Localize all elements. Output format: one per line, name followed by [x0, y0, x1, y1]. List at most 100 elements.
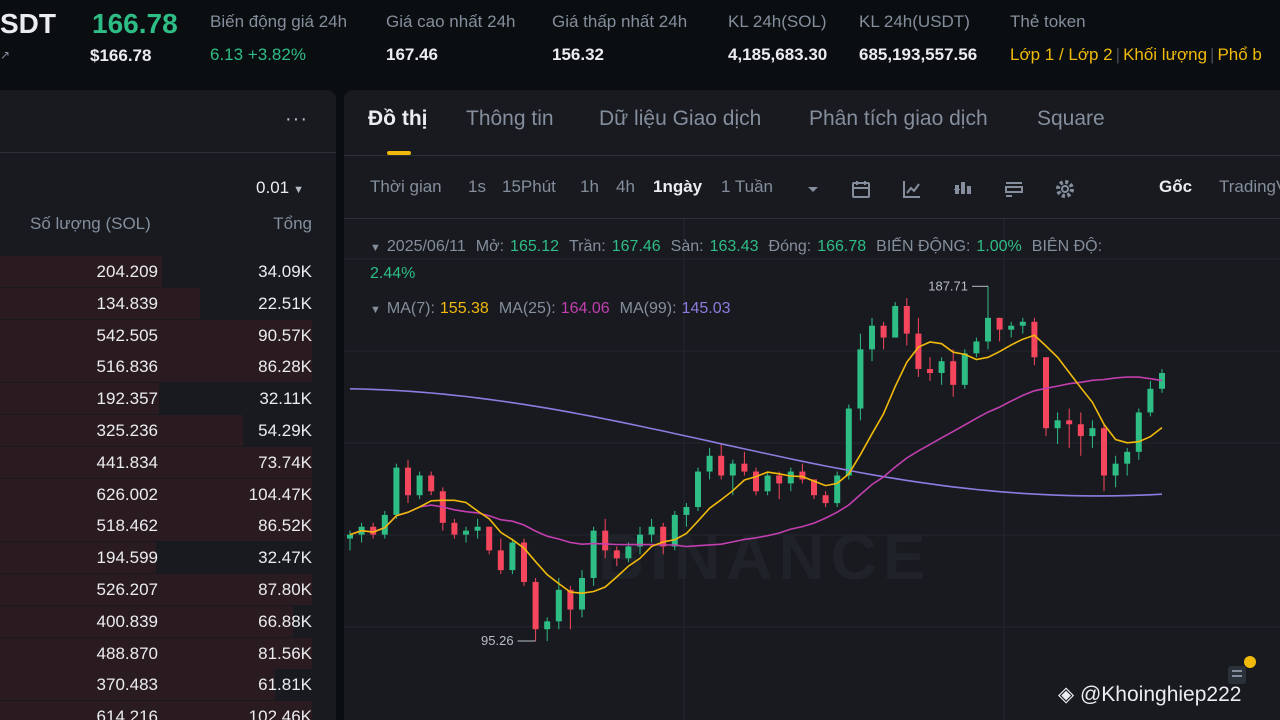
candle-body — [915, 333, 922, 370]
precision-value: 0.01 — [256, 178, 290, 197]
token-tags: Thẻ token Lớp 1 / Lớp 2 | Khối lượng | Phổ b — [1010, 12, 1262, 64]
tag-layer[interactable]: Lớp 1 / Lớp 2 — [1010, 45, 1113, 64]
tag-volume[interactable]: Khối lượng — [1123, 45, 1208, 64]
candle — [1159, 369, 1165, 393]
tab-square[interactable]: Square — [1037, 107, 1105, 130]
ma99-label: MA(99): — [619, 300, 677, 317]
symbol-name[interactable]: SDT — [0, 8, 56, 39]
tab-trade-analysis[interactable]: Phân tích giao dịch — [809, 107, 988, 130]
ask-total: 73.74K — [258, 452, 312, 472]
view-original[interactable]: Gốc — [1159, 177, 1193, 196]
candle-body — [1101, 428, 1107, 476]
ohlc-open: 165.12 — [510, 238, 559, 255]
ma25-line — [349, 376, 1163, 548]
candle-type-icon[interactable] — [952, 178, 974, 200]
depth-bar — [0, 542, 156, 574]
candle-body — [1031, 321, 1038, 358]
candlestick-chart[interactable]: 187.71 95.26 — [344, 219, 1280, 720]
diamond-icon: ◈ — [1058, 683, 1080, 706]
candle — [1147, 380, 1154, 417]
order-book-row[interactable]: 441.834 73.74K — [0, 446, 336, 479]
candle — [1101, 424, 1107, 492]
candle-body — [1043, 357, 1049, 429]
ask-total: 104.47K — [248, 484, 312, 504]
more-options-icon[interactable]: ··· — [285, 108, 308, 130]
candle-body — [729, 463, 736, 476]
depth-bar — [0, 637, 312, 669]
indicator-icon[interactable] — [901, 178, 923, 200]
order-book-row[interactable]: 526.207 87.80K — [0, 573, 336, 606]
ohlc-close-label: Đóng: — [768, 238, 812, 255]
calendar-icon[interactable] — [850, 178, 872, 200]
candle-body — [985, 317, 991, 342]
candle — [509, 538, 516, 575]
ohlc-low-label: Sàn: — [670, 238, 704, 255]
chevron-down-icon: ▼ — [293, 184, 304, 196]
candle-body — [451, 522, 458, 535]
ohlc-date: 2025/06/11 — [386, 238, 466, 255]
candle — [695, 467, 701, 511]
view-tradingview[interactable]: TradingV — [1219, 177, 1280, 196]
order-book-row[interactable]: 488.870 81.56K — [0, 637, 336, 670]
stat-24h-high: Giá cao nhất 24h 167.46 — [386, 12, 515, 65]
interval-1w[interactable]: 1 Tuần — [721, 177, 773, 196]
precision-select[interactable]: 0.01 ▼ — [256, 178, 304, 198]
ask-total: 32.11K — [259, 389, 312, 409]
candle — [706, 447, 713, 480]
interval-15m[interactable]: 15Phút — [502, 177, 556, 196]
order-book-row[interactable]: 194.599 32.47K — [0, 542, 336, 574]
settings-icon[interactable] — [1054, 178, 1076, 200]
order-book-row[interactable]: 614.216 102.46K — [0, 701, 336, 720]
interval-1h[interactable]: 1h — [580, 177, 599, 196]
order-book-row[interactable]: 204.209 34.09K — [0, 256, 336, 288]
candle — [903, 298, 910, 346]
tab-trading-data[interactable]: Dữ liệu Giao dịch — [599, 107, 762, 130]
tag-more[interactable]: Phổ b — [1217, 45, 1262, 64]
symbol-link-icon[interactable]: ↗ — [0, 48, 11, 62]
candle-body — [741, 463, 748, 472]
order-book-row[interactable]: 542.505 90.57K — [0, 319, 336, 352]
candle-body — [463, 530, 469, 535]
candle-body — [474, 526, 481, 531]
stat-value: 167.46 — [386, 45, 438, 64]
order-book-row[interactable]: 325.236 54.29K — [0, 414, 336, 447]
collapse-chevron-icon[interactable]: ▼ — [370, 304, 381, 316]
ohlc-amplitude-label: BIÊN ĐỘ: — [1031, 238, 1103, 255]
interval-1d[interactable]: 1ngày — [653, 177, 703, 196]
layout-icon[interactable] — [1003, 178, 1025, 200]
order-book-row[interactable]: 626.002 104.47K — [0, 478, 336, 511]
order-book-row[interactable]: 518.462 86.52K — [0, 510, 336, 542]
dropdown-caret-icon[interactable] — [802, 178, 824, 200]
candle — [834, 471, 841, 508]
interval-1s[interactable]: 1s — [468, 177, 486, 196]
candle — [1077, 412, 1084, 456]
candle-body — [590, 530, 597, 578]
candle — [532, 577, 539, 642]
candle-body — [1089, 428, 1096, 437]
candle — [1124, 447, 1131, 476]
stat-24h-volume-usdt: KL 24h(USDT) 685,193,557.56 — [859, 12, 977, 65]
candle-body — [370, 526, 377, 535]
divider — [344, 155, 1280, 156]
tab-info[interactable]: Thông tin — [466, 107, 554, 130]
order-book-row[interactable]: 192.357 32.11K — [0, 383, 336, 415]
candle-body — [880, 325, 887, 338]
order-book-row[interactable]: 516.836 86.28K — [0, 351, 336, 383]
order-book-row[interactable]: 370.483 61.81K — [0, 669, 336, 701]
candle — [822, 491, 829, 508]
collapse-chevron-icon[interactable]: ▼ — [370, 242, 381, 254]
candle — [764, 471, 771, 496]
order-book-row[interactable]: 400.839 66.88K — [0, 605, 336, 638]
ohlc-readout: ▼ 2025/06/11 Mở: 165.12 Trần: 167.46 Sàn: 163.4… — [370, 234, 1270, 286]
candle — [741, 451, 748, 476]
ask-quantity: 518.462 — [96, 516, 158, 536]
candle — [544, 617, 551, 642]
notification-bell-icon[interactable] — [1222, 654, 1258, 690]
order-book-row[interactable]: 134.839 22.51K — [0, 287, 336, 320]
depth-bar — [0, 605, 294, 637]
candle-body — [625, 546, 632, 559]
tab-chart[interactable]: Đồ thị — [368, 107, 428, 130]
candle — [776, 471, 783, 500]
interval-4h[interactable]: 4h — [616, 177, 635, 196]
candle-body — [927, 369, 933, 374]
